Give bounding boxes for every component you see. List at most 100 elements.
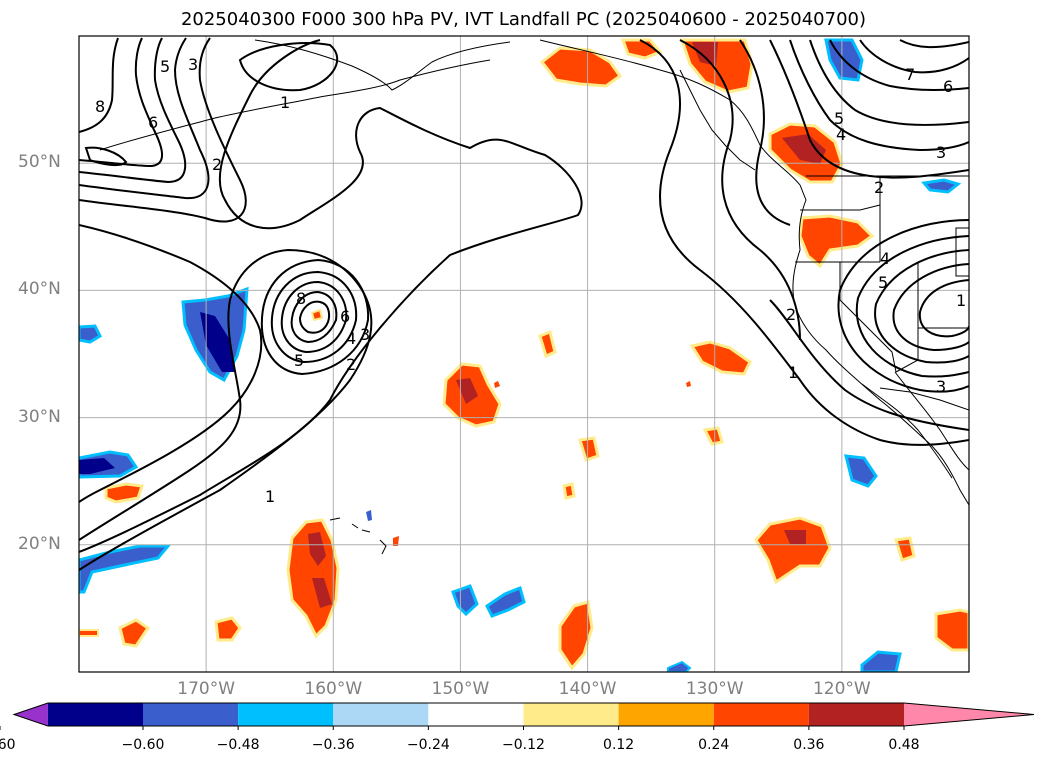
contour-label: 6 — [340, 307, 350, 326]
pv-contour-29 — [892, 263, 969, 352]
pv-contour-12 — [79, 37, 163, 168]
state-border-ca-nv — [839, 262, 897, 373]
pv-contour-23 — [829, 39, 969, 91]
neg-area — [921, 178, 962, 194]
contour-label: 3 — [936, 377, 946, 396]
colorbar-extend-max — [904, 703, 1034, 726]
longitude-label: 120°W — [812, 679, 871, 699]
pos-area — [456, 378, 478, 404]
pv-contour-24 — [859, 39, 969, 74]
pos-area — [782, 134, 826, 164]
colorbar-segment — [713, 703, 809, 726]
colorbar-segment — [808, 703, 904, 726]
pos-area — [620, 38, 663, 60]
contour-label: 1 — [956, 291, 966, 310]
pos-area — [312, 578, 332, 608]
colorbar-tick-label: −0.48 — [216, 737, 260, 753]
pv-contour-28 — [874, 249, 969, 364]
pv-contour-14 — [79, 37, 119, 133]
longitude-label: 150°W — [431, 679, 490, 699]
pv-contours — [79, 37, 969, 571]
neg-area — [667, 660, 692, 672]
pos-area — [539, 46, 623, 88]
pv-contour-3 — [260, 258, 370, 376]
pv-contour-11 — [79, 37, 187, 184]
us-mexico-border — [879, 387, 969, 411]
pv-contour-27 — [855, 235, 969, 378]
state-border-wa-or — [800, 204, 881, 211]
pos-area — [686, 381, 691, 387]
pos-area — [934, 608, 969, 652]
pos-area — [310, 308, 324, 322]
latitude-label: 50°N — [18, 152, 61, 173]
pv-contour-22 — [809, 39, 969, 126]
pv-contour-4 — [270, 270, 358, 364]
map-content: 8 5 3 1 6 2 1 8 6 5 4 3 2 1 7 6 5 4 3 2 — [79, 36, 969, 672]
contour-label: 3 — [360, 325, 370, 344]
latitude-label: 30°N — [18, 406, 61, 427]
pv-contour-15 — [238, 42, 339, 92]
contour-label: 4 — [880, 249, 890, 268]
colorbar-tick-label: 0.36 — [793, 737, 825, 753]
colorbar-tick-label: 0.48 — [888, 737, 920, 753]
pv-contour-26 — [837, 219, 969, 393]
contour-label: 4 — [836, 125, 846, 144]
state-border-co — [955, 227, 969, 277]
colorbar-segment — [618, 703, 714, 726]
neg-area — [485, 585, 526, 618]
pv-contour-18 — [679, 39, 801, 341]
contour-label: 1 — [265, 487, 275, 506]
pos-area — [214, 616, 242, 642]
contour-label: 5 — [294, 351, 304, 370]
neg-area — [79, 458, 115, 474]
pos-area — [104, 482, 145, 504]
colorbar-tick-label: 0.12 — [603, 737, 635, 753]
latitude-label: 20°N — [18, 533, 61, 554]
contour-label: 7 — [905, 65, 915, 84]
contour-label: 3 — [936, 143, 946, 162]
colorbar-tick-label: −0.36 — [311, 737, 355, 753]
pv-contour-21 — [789, 39, 969, 152]
pos-area — [308, 532, 326, 566]
colorbar-tick-label: −0.12 — [502, 737, 545, 753]
contour-label: 5 — [878, 273, 888, 292]
map-title: 2025040300 F000 300 hPa PV, IVT Landfall… — [180, 9, 867, 30]
longitude-label: 160°W — [304, 679, 363, 699]
colorbar-outline — [12, 702, 1035, 727]
colorbar-tick-label: −0.24 — [406, 737, 450, 753]
pv-contour-6 — [290, 290, 338, 344]
pos-area — [79, 629, 99, 637]
pv-contour-9 — [79, 37, 247, 223]
gulf-california-coast — [894, 371, 969, 471]
pv-contour-5 — [280, 280, 348, 354]
neg-area — [79, 544, 172, 594]
pv-contour-19 — [739, 39, 791, 226]
pos-area — [702, 426, 724, 446]
contour-label: 6 — [943, 77, 953, 96]
pos-area — [538, 329, 557, 359]
pv-contour-20 — [769, 39, 969, 179]
bc-islands — [679, 69, 756, 171]
pv-contour-17 — [639, 39, 969, 446]
north-america-coast — [539, 39, 969, 506]
pv-contour-10 — [79, 37, 210, 200]
contour-label: 6 — [148, 113, 158, 132]
colorbar-tick-label: 0.24 — [698, 737, 730, 753]
colorbar-segment — [47, 703, 143, 726]
colorbar — [0, 702, 1035, 730]
pos-area — [894, 536, 916, 562]
neg-area — [451, 584, 479, 617]
neg-area — [860, 650, 902, 672]
colorbar-segment — [523, 703, 619, 726]
contour-label: 2 — [212, 155, 222, 174]
neg-area — [79, 324, 102, 344]
pos-area — [494, 381, 500, 388]
colorbar-segment — [428, 703, 524, 726]
contour-label: 1 — [280, 93, 290, 112]
pv-contour-13 — [84, 146, 128, 167]
alaska-coast — [254, 39, 511, 91]
colorbar-tick-label: −0.60 — [121, 737, 165, 753]
aleutians — [99, 59, 491, 151]
